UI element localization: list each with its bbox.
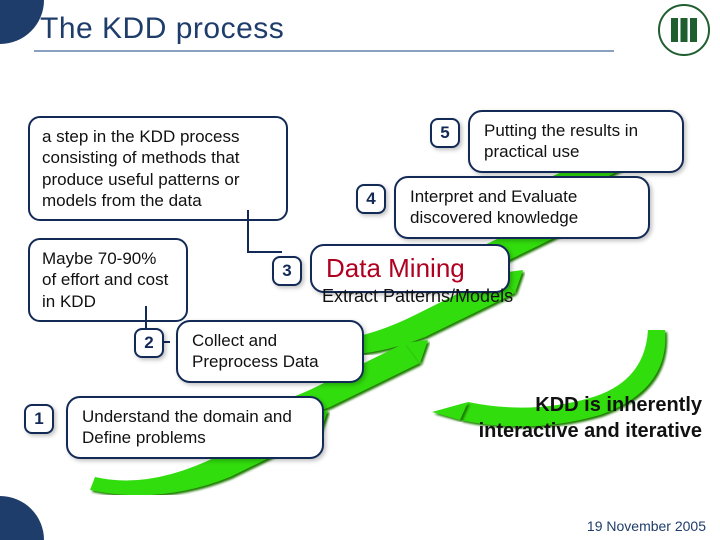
step-number-5-label: 5 (440, 123, 449, 143)
step-number-4-label: 4 (366, 189, 375, 209)
step-box-2-label: Collect and Preprocess Data (192, 331, 319, 371)
step-box-4-label: Interpret and Evaluate discovered knowle… (410, 187, 578, 227)
step-number-3: 3 (272, 256, 302, 286)
callout-effort-text: Maybe 70-90% of effort and cost in KDD (42, 249, 168, 311)
step-number-4: 4 (356, 184, 386, 214)
iterative-note-line1: KDD is inherently (432, 392, 702, 418)
step-box-2: Collect and Preprocess Data (176, 320, 364, 383)
step-number-1-label: 1 (34, 409, 43, 429)
step-number-2: 2 (134, 328, 164, 358)
step-box-1: Understand the domain and Define problem… (66, 396, 324, 459)
callout-definition-pointer (246, 208, 286, 258)
step-number-3-label: 3 (282, 261, 291, 281)
step-number-2-label: 2 (144, 333, 153, 353)
step-box-5-label: Putting the results in practical use (484, 121, 638, 161)
step-box-3-title: Data Mining (326, 253, 465, 283)
step-box-5: Putting the results in practical use (468, 110, 684, 173)
page-title: The KDD process (34, 12, 284, 46)
step-box-4: Interpret and Evaluate discovered knowle… (394, 176, 650, 239)
step-number-5: 5 (430, 118, 460, 148)
diagram-stage: a step in the KDD process consisting of … (0, 60, 720, 490)
footer-date: 19 November 2005 (587, 518, 706, 534)
step-number-1: 1 (24, 404, 54, 434)
title-bar: The KDD process (34, 8, 614, 52)
iterative-note: KDD is inherently interactive and iterat… (432, 392, 702, 444)
step-3-subtitle: Extract Patterns/Models (322, 286, 513, 307)
step-box-1-label: Understand the domain and Define problem… (82, 407, 292, 447)
logo-icon (658, 4, 710, 56)
callout-definition-text: a step in the KDD process consisting of … (42, 127, 240, 210)
callout-definition: a step in the KDD process consisting of … (28, 116, 288, 221)
corner-decoration-bl (0, 496, 44, 540)
iterative-note-line2: interactive and iterative (432, 418, 702, 444)
